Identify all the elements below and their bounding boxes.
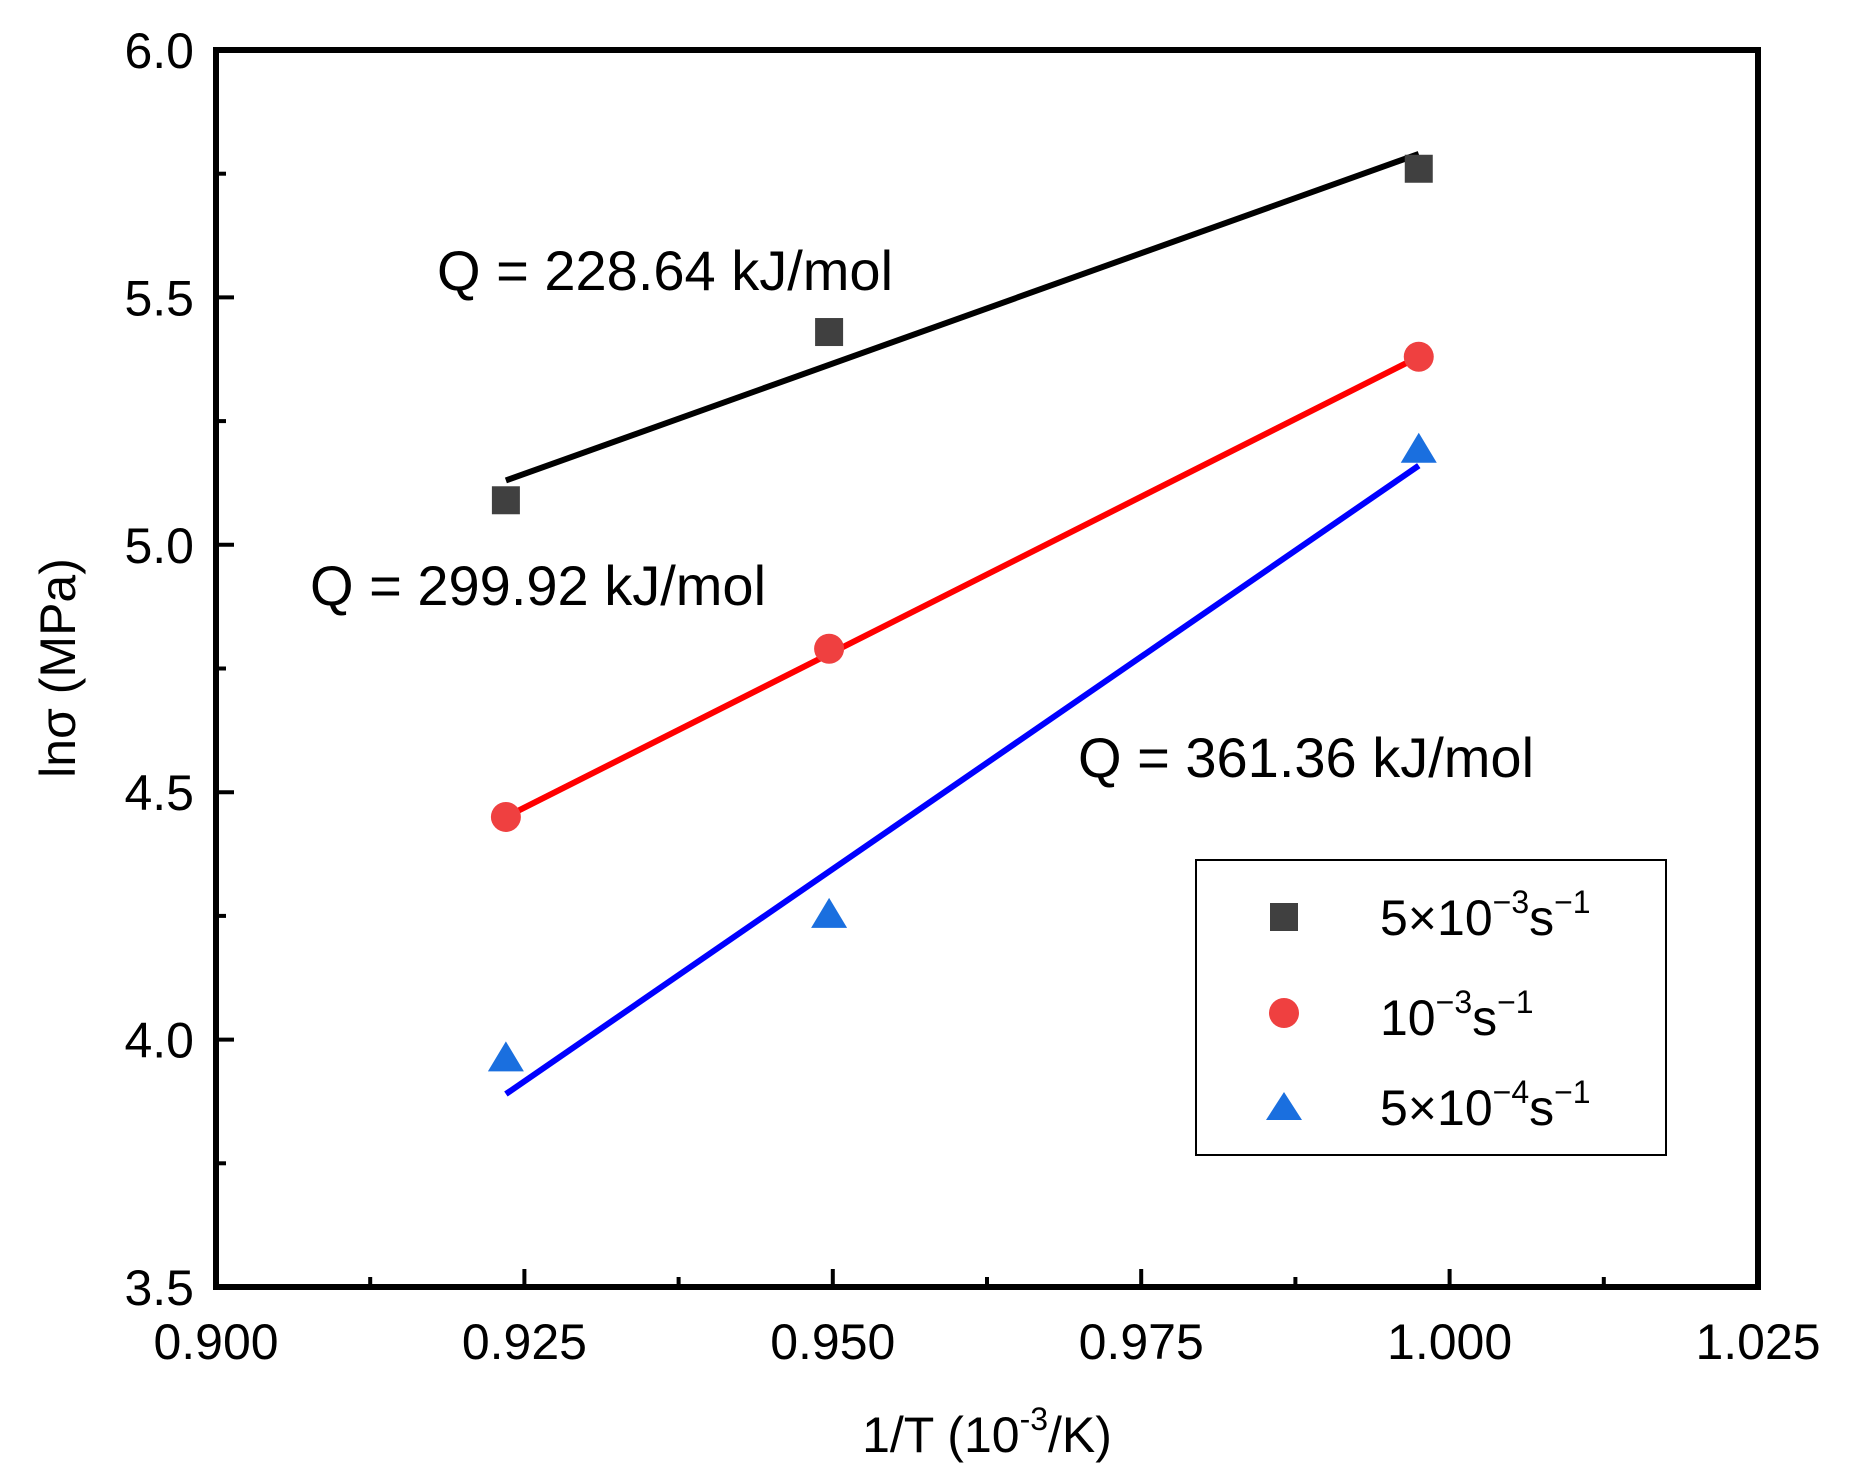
data-point-series-1: [815, 318, 844, 347]
y-tick-label: 3.5: [124, 1260, 194, 1316]
legend-label-series-2: 10−3s−1: [1380, 984, 1534, 1046]
legend-marker-series-1: [1270, 903, 1298, 931]
y-tick-label: 6.0: [124, 23, 194, 79]
legend-label-series-3: 5×10−4s−1: [1380, 1074, 1591, 1136]
annotation-q-blue: Q = 361.36 kJ/mol: [1078, 726, 1534, 789]
y-tick-label: 4.0: [124, 1013, 194, 1069]
x-tick-label: 1.000: [1387, 1314, 1512, 1370]
data-point-series-1: [491, 486, 520, 515]
data-point-series-2: [1403, 341, 1434, 372]
x-tick-label: 0.925: [462, 1314, 587, 1370]
x-tick-label: 1.025: [1695, 1314, 1820, 1370]
y-axis-title: lnσ (MPa): [30, 558, 86, 778]
y-tick-label: 5.0: [124, 518, 194, 574]
x-tick-label: 0.950: [770, 1314, 895, 1370]
data-point-series-2: [490, 801, 521, 832]
legend-marker-series-2: [1269, 998, 1299, 1028]
fit-line-series-3: [504, 463, 1421, 1097]
data-point-series-3: [811, 897, 848, 928]
y-tick-label: 4.5: [124, 765, 194, 821]
x-tick-label: 0.975: [1079, 1314, 1204, 1370]
legend-label-series-1: 5×10−3s−1: [1380, 884, 1591, 946]
data-point-series-3: [487, 1041, 524, 1072]
fit-line-series-1: [504, 151, 1420, 484]
x-tick-label: 0.900: [153, 1314, 278, 1370]
annotation-q-red: Q = 299.92 kJ/mol: [310, 554, 766, 617]
fit-line-series-2: [504, 354, 1421, 820]
ticks-layer: 0.900 0.925 0.950 0.975 1.000 1.025 3.5 4.0 4.5 5…: [124, 23, 1820, 1370]
legend: 5×10−3s−1 10−3s−1 5×10−4s−1: [1195, 859, 1667, 1156]
y-tick-label: 5.5: [124, 270, 194, 326]
fit-lines: [504, 151, 1421, 1097]
data-markers: [487, 154, 1437, 1072]
data-point-series-2: [814, 633, 845, 664]
legend-marker-series-3: [1266, 1092, 1302, 1120]
data-point-series-3: [1400, 432, 1437, 463]
x-axis-title: 1/T (10-3/K): [862, 1401, 1112, 1463]
data-point-series-1: [1404, 154, 1433, 183]
annotation-q-black: Q = 228.64 kJ/mol: [437, 239, 893, 302]
plot-frame: [213, 47, 1761, 1290]
